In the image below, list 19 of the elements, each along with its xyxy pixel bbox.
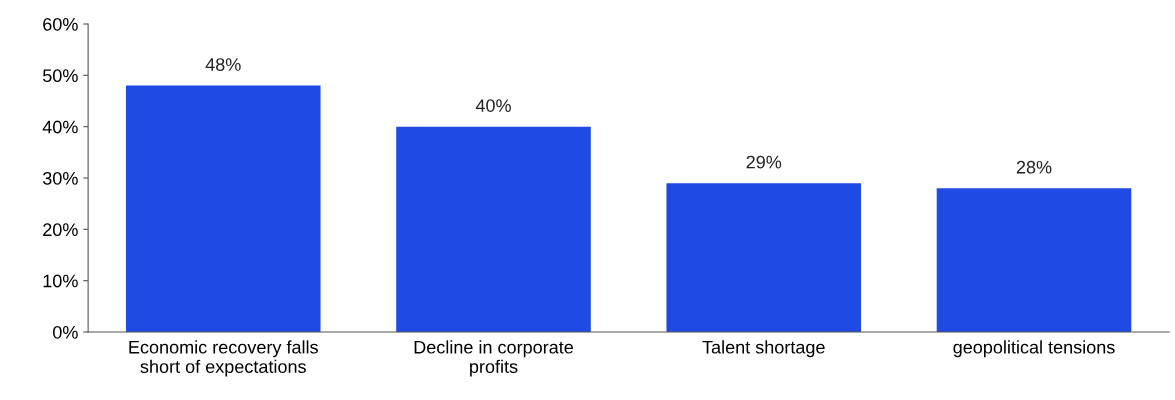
data-label: 40% bbox=[475, 99, 511, 112]
y-tick-label: 0% bbox=[53, 325, 78, 339]
data-label: 28% bbox=[1016, 160, 1052, 174]
y-tick-label: 40% bbox=[42, 120, 78, 134]
x-tick-label: Economic recovery falls short of expectations bbox=[129, 340, 318, 377]
x-tick-label: Decline in corporate profits bbox=[414, 340, 573, 377]
data-label: 48% bbox=[205, 58, 241, 71]
y-tick-label: 50% bbox=[42, 69, 78, 83]
y-tick-label: 60% bbox=[43, 17, 78, 31]
x-tick-label: Talent shortage bbox=[702, 340, 825, 358]
y-tick-label: 20% bbox=[43, 223, 78, 237]
y-tick-label: 30% bbox=[42, 171, 78, 185]
bar bbox=[396, 126, 591, 332]
y-tick-label: 10% bbox=[43, 274, 78, 288]
bar bbox=[936, 188, 1132, 332]
bar bbox=[666, 183, 862, 332]
data-label: 29% bbox=[746, 155, 782, 169]
bar bbox=[125, 85, 321, 332]
x-tick-label: geopolitical tensions bbox=[953, 340, 1115, 358]
